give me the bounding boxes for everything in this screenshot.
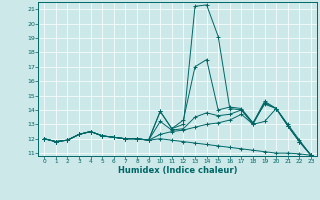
X-axis label: Humidex (Indice chaleur): Humidex (Indice chaleur) [118,166,237,175]
